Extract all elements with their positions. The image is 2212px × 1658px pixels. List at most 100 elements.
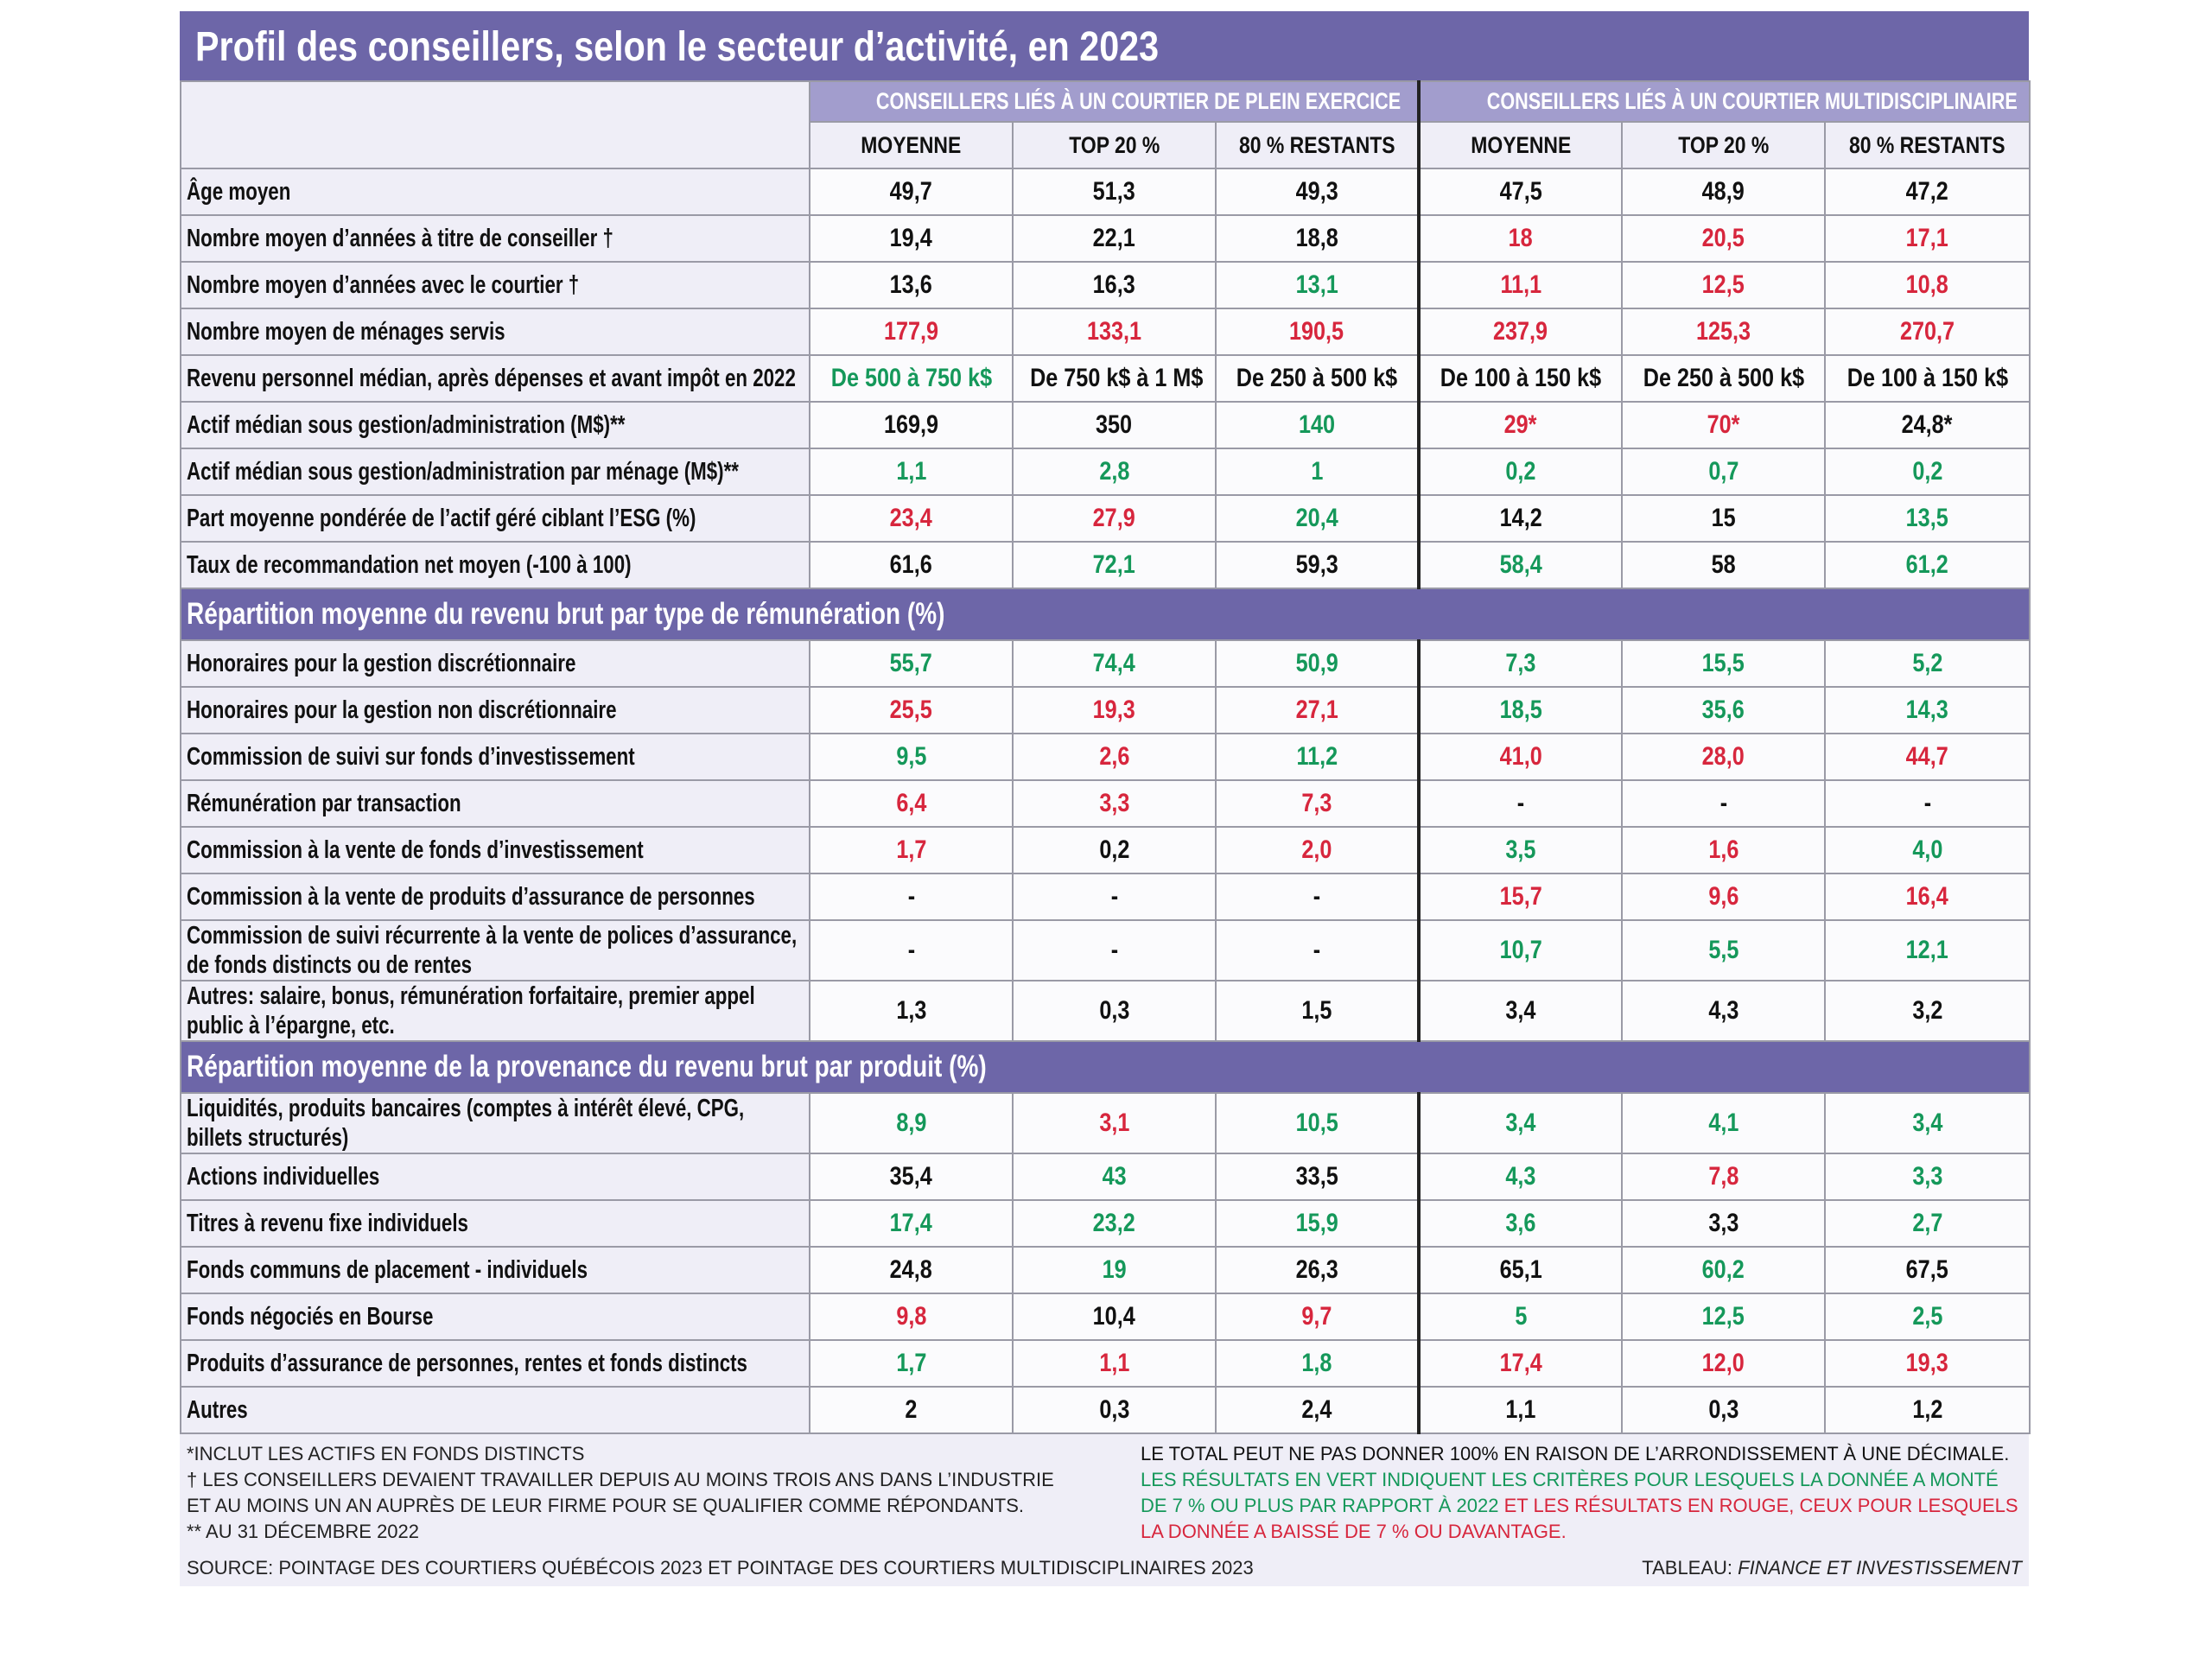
value-cell: 3,5: [1418, 826, 1623, 874]
value-cell: 17,4: [1418, 1339, 1623, 1388]
value-cell: 3,3: [1621, 1199, 1826, 1248]
cell-value: 19,4: [889, 224, 933, 252]
cell-value: 5: [1514, 1302, 1528, 1331]
value-cell: 169,9: [809, 401, 1014, 449]
cell-value: 33,5: [1295, 1162, 1338, 1191]
row-label-cell: Commission de suivi sur fonds d’investis…: [180, 733, 810, 781]
value-cell: 58,4: [1418, 541, 1623, 589]
cell-value: 55,7: [889, 649, 933, 677]
row-label-cell: Taux de recommandation net moyen (-100 à…: [180, 541, 810, 589]
cell-value: 3,4: [1505, 1109, 1536, 1137]
cell-value: 11,2: [1296, 742, 1338, 771]
row-label: Nombre moyen d’années à titre de conseil…: [187, 225, 613, 252]
table-row: Commission de suivi récurrente à la vent…: [180, 919, 2031, 981]
row-label-cell: Revenu personnel médian, après dépenses …: [180, 354, 810, 403]
value-cell: 7,3: [1418, 639, 1623, 688]
cell-value: 1,7: [895, 835, 927, 864]
cell-value: 0,3: [1098, 1395, 1130, 1424]
value-cell: 51,3: [1012, 168, 1217, 216]
value-cell: 1,5: [1215, 980, 1421, 1042]
cell-value: -: [1313, 882, 1321, 911]
cell-value: 23,2: [1092, 1209, 1136, 1237]
section-header-text: Répartition moyenne du revenu brut par t…: [187, 597, 945, 631]
cell-value: 1,8: [1301, 1349, 1332, 1377]
cell-value: 10,8: [1905, 270, 1949, 299]
cell-value: 1,7: [895, 1349, 927, 1377]
cell-value: 50,9: [1295, 649, 1338, 677]
value-cell: 2,4: [1215, 1386, 1421, 1434]
cell-value: 3,6: [1505, 1209, 1536, 1237]
value-cell: 35,4: [809, 1153, 1014, 1201]
value-cell: 70*: [1621, 401, 1826, 449]
cell-value: De 250 à 500 k$: [1236, 364, 1398, 392]
value-cell: 33,5: [1215, 1153, 1421, 1201]
cell-value: 140: [1298, 410, 1336, 439]
table-row: Autres: salaire, bonus, rémunération for…: [180, 980, 2031, 1042]
value-cell: 44,7: [1824, 733, 2031, 781]
row-label-cell: Actif médian sous gestion/administration…: [180, 401, 810, 449]
group-header-text: CONSEILLERS LIÉS À UN COURTIER MULTIDISC…: [1486, 88, 2018, 114]
cell-value: 20,4: [1295, 504, 1338, 532]
cell-value: 4,1: [1707, 1109, 1739, 1137]
cell-value: 4,0: [1911, 835, 1943, 864]
cell-value: 0,7: [1707, 457, 1739, 486]
cell-value: 2,6: [1098, 742, 1130, 771]
value-cell: 10,8: [1824, 261, 2031, 309]
cell-value: 3,3: [1098, 789, 1130, 817]
cell-value: 49,3: [1295, 177, 1338, 206]
cell-value: 44,7: [1905, 742, 1949, 771]
note-part: LES RÉSULTATS EN VERT INDIQUENT LES CRIT…: [1141, 1469, 1999, 1516]
value-cell: 177,9: [809, 308, 1014, 356]
value-cell: 48,9: [1621, 168, 1826, 216]
value-cell: 3,6: [1418, 1199, 1623, 1248]
value-cell: 47,5: [1418, 168, 1623, 216]
cell-value: 4,3: [1505, 1162, 1536, 1191]
corner: [180, 80, 810, 169]
value-cell: -: [1012, 919, 1217, 981]
cell-value: 16,3: [1092, 270, 1136, 299]
cell-value: 12,1: [1905, 936, 1949, 964]
table-row: Fonds négociés en Bourse 9,8 10,4 9,7 5 12,5 2…: [180, 1293, 2031, 1341]
row-label: Revenu personnel médian, après dépenses …: [187, 365, 796, 392]
cell-value: -: [907, 936, 915, 964]
value-cell: 0,3: [1621, 1386, 1826, 1434]
cell-value: 2,7: [1911, 1209, 1943, 1237]
row-label: Nombre moyen de ménages servis: [187, 318, 505, 346]
column-header: MOYENNE: [809, 121, 1014, 169]
cell-value: 9,6: [1707, 882, 1739, 911]
value-cell: 1,7: [809, 826, 1014, 874]
row-label-cell: Produits d’assurance de personnes, rente…: [180, 1339, 810, 1388]
value-cell: 59,3: [1215, 541, 1421, 589]
value-cell: -: [1215, 919, 1421, 981]
cell-value: 47,5: [1499, 177, 1542, 206]
cell-value: 70*: [1707, 410, 1740, 439]
value-cell: 41,0: [1418, 733, 1623, 781]
row-label-cell: Part moyenne pondérée de l’actif géré ci…: [180, 494, 810, 543]
cell-value: 125,3: [1695, 317, 1751, 346]
value-cell: 14,3: [1824, 686, 2031, 734]
cell-value: -: [1110, 882, 1118, 911]
cell-value: -: [1923, 789, 1931, 817]
value-cell: 19: [1012, 1246, 1217, 1294]
cell-value: 10,7: [1499, 936, 1542, 964]
cell-value: 23,4: [889, 504, 933, 532]
title: Profil des conseillers, selon le secteur…: [195, 24, 1160, 70]
cell-value: 61,2: [1905, 550, 1949, 579]
cell-value: 72,1: [1092, 550, 1136, 579]
value-cell: 9,8: [809, 1293, 1014, 1341]
credit-prefix: TABLEAU:: [1642, 1557, 1733, 1579]
value-cell: 74,4: [1012, 639, 1217, 688]
value-cell: 19,3: [1012, 686, 1217, 734]
cell-value: 74,4: [1092, 649, 1136, 677]
cell-value: 65,1: [1499, 1255, 1542, 1284]
table-row: Fonds communs de placement - individuels…: [180, 1246, 2031, 1294]
note-part: ET LES RÉSULTATS EN ROUGE, CEUX POUR LES…: [1141, 1495, 2018, 1542]
group-header-text: CONSEILLERS LIÉS À UN COURTIER DE PLEIN …: [875, 88, 1402, 114]
value-cell: 60,2: [1621, 1246, 1826, 1294]
cell-value: 133,1: [1086, 317, 1142, 346]
column-header-text: TOP 20 %: [1068, 131, 1160, 158]
value-cell: 3,2: [1824, 980, 2031, 1042]
cell-value: 3,5: [1505, 835, 1536, 864]
note: ** AU 31 DÉCEMBRE 2022: [187, 1521, 420, 1542]
value-cell: 3,4: [1418, 1092, 1623, 1154]
